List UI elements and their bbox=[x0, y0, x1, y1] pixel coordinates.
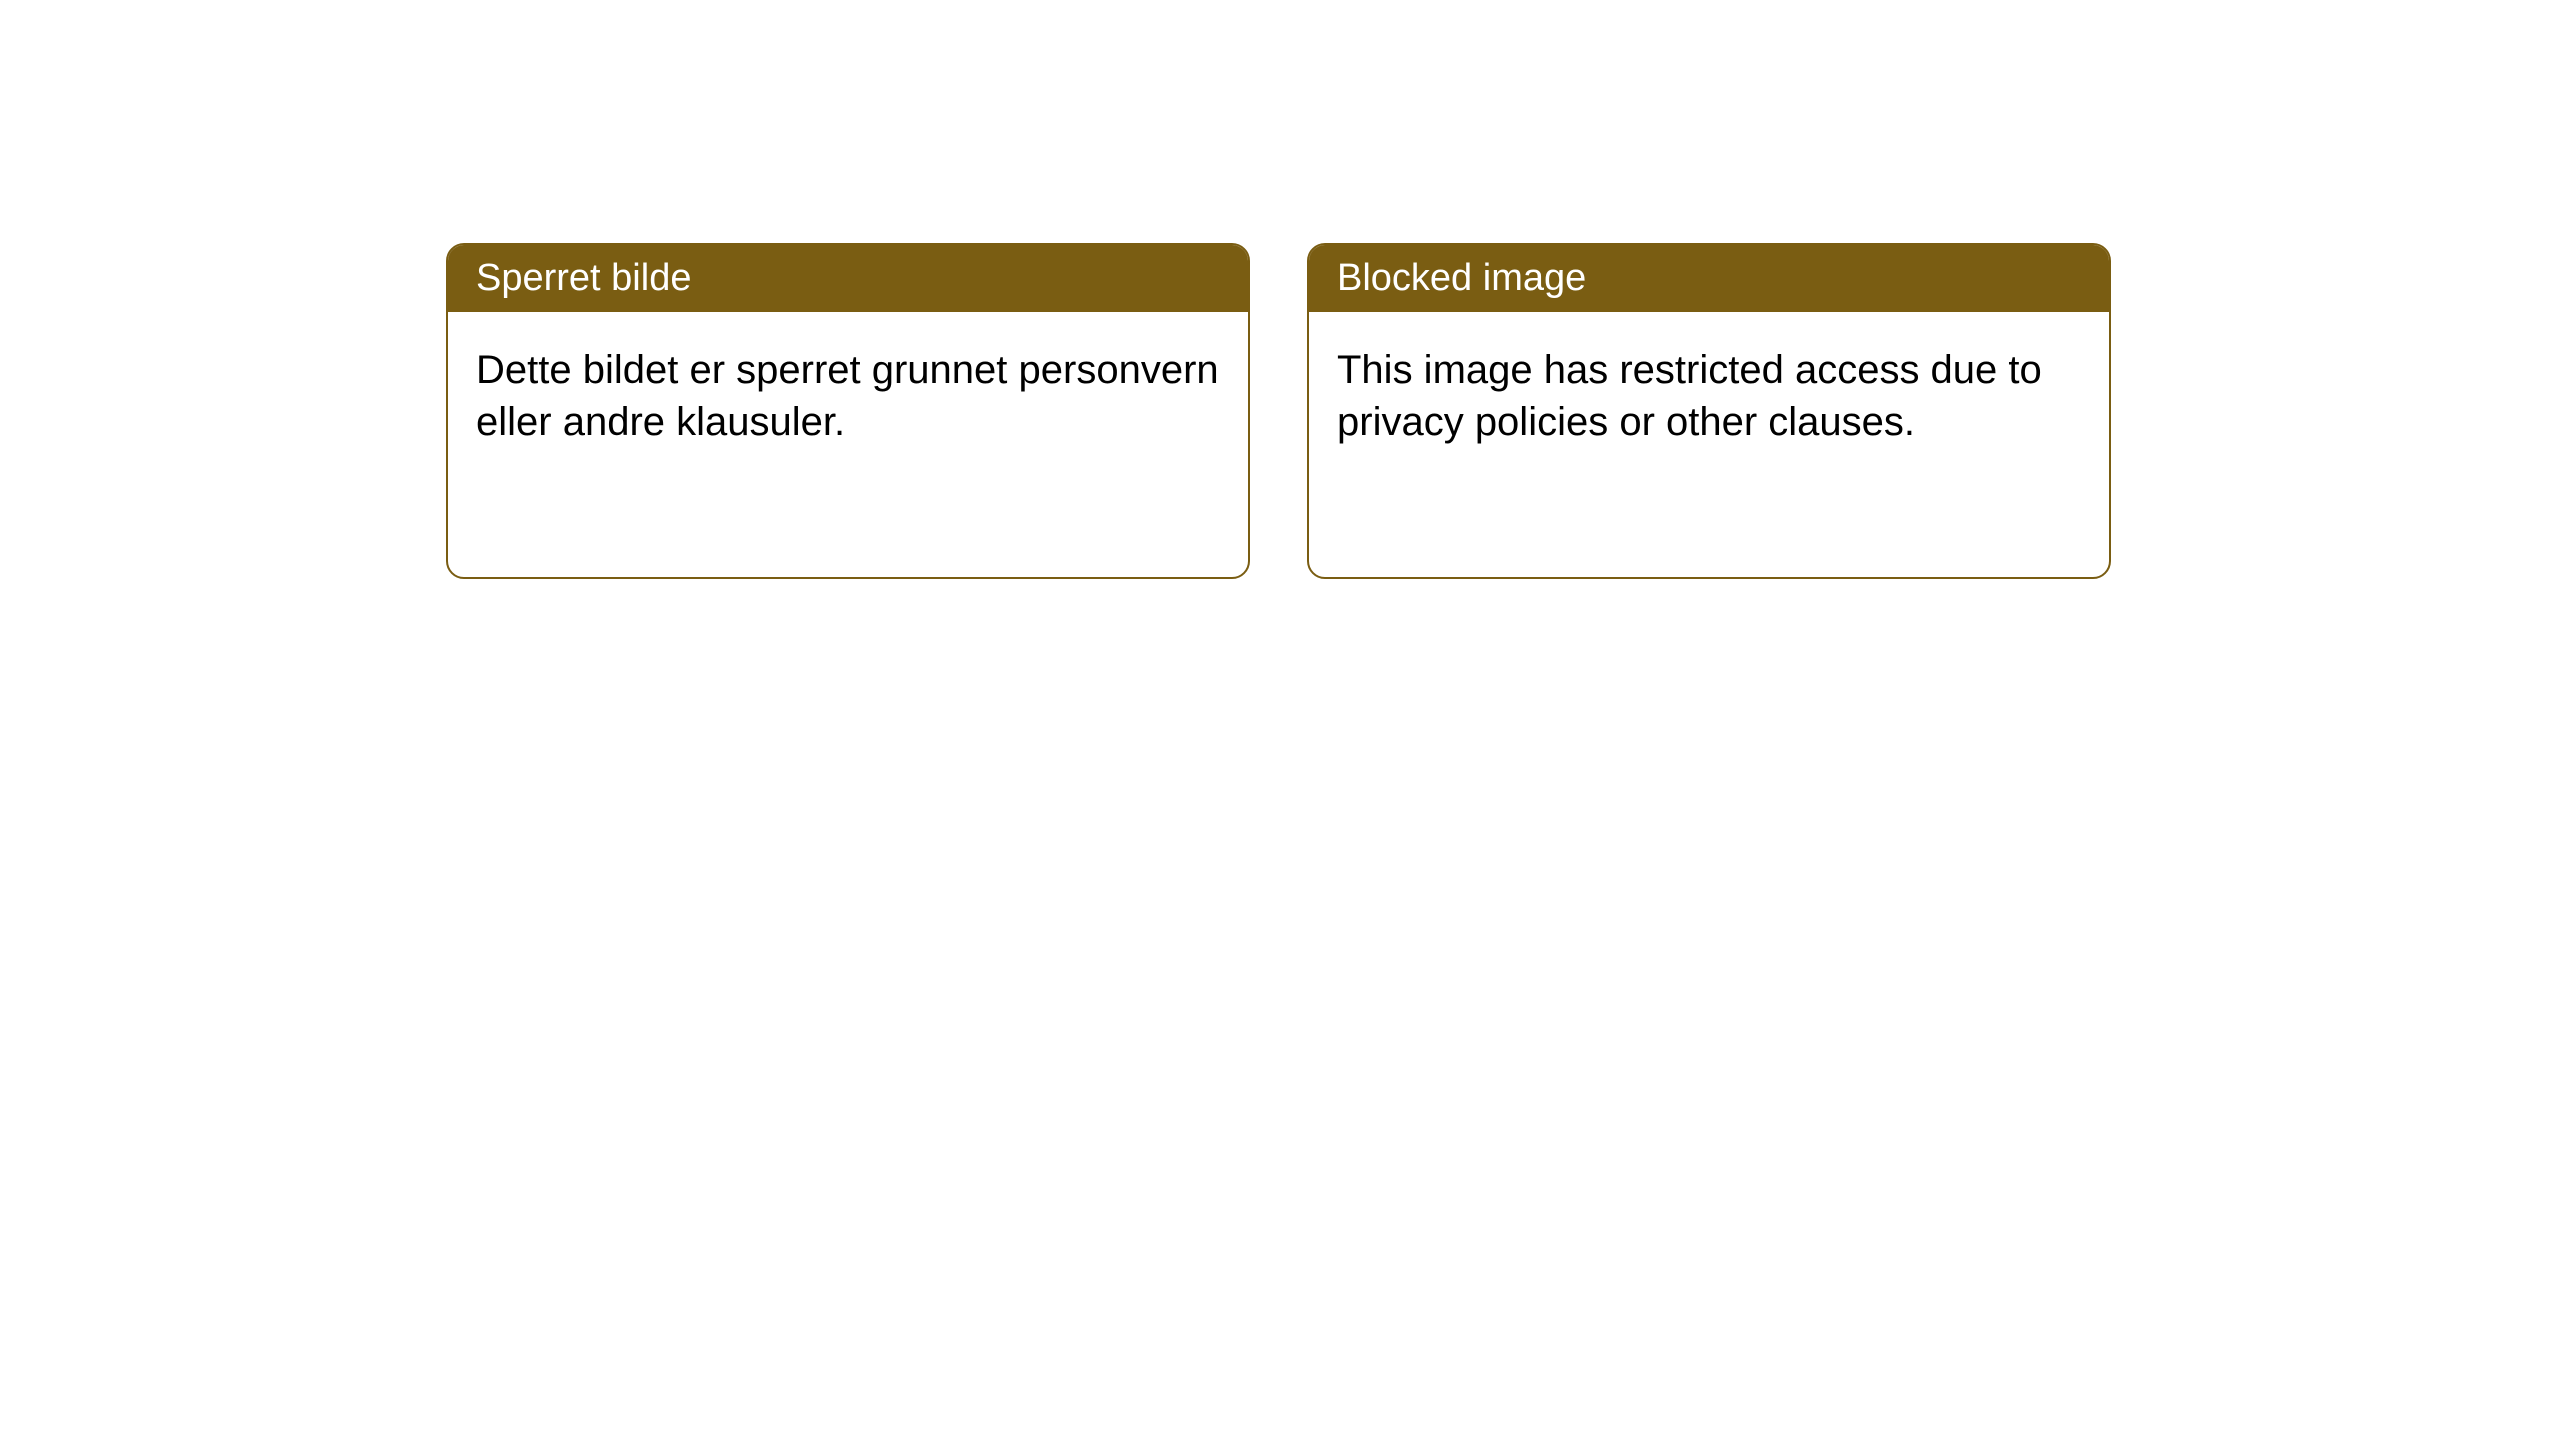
card-title: Blocked image bbox=[1337, 257, 1586, 299]
notice-cards-container: Sperret bilde Dette bildet er sperret gr… bbox=[446, 243, 2111, 579]
notice-card-norwegian: Sperret bilde Dette bildet er sperret gr… bbox=[446, 243, 1250, 579]
card-body: Dette bildet er sperret grunnet personve… bbox=[448, 312, 1248, 480]
card-title: Sperret bilde bbox=[476, 257, 691, 299]
card-body: This image has restricted access due to … bbox=[1309, 312, 2109, 480]
card-header: Blocked image bbox=[1309, 245, 2109, 312]
card-header: Sperret bilde bbox=[448, 245, 1248, 312]
notice-card-english: Blocked image This image has restricted … bbox=[1307, 243, 2111, 579]
card-body-text: This image has restricted access due to … bbox=[1337, 348, 2042, 444]
card-body-text: Dette bildet er sperret grunnet personve… bbox=[476, 348, 1219, 444]
